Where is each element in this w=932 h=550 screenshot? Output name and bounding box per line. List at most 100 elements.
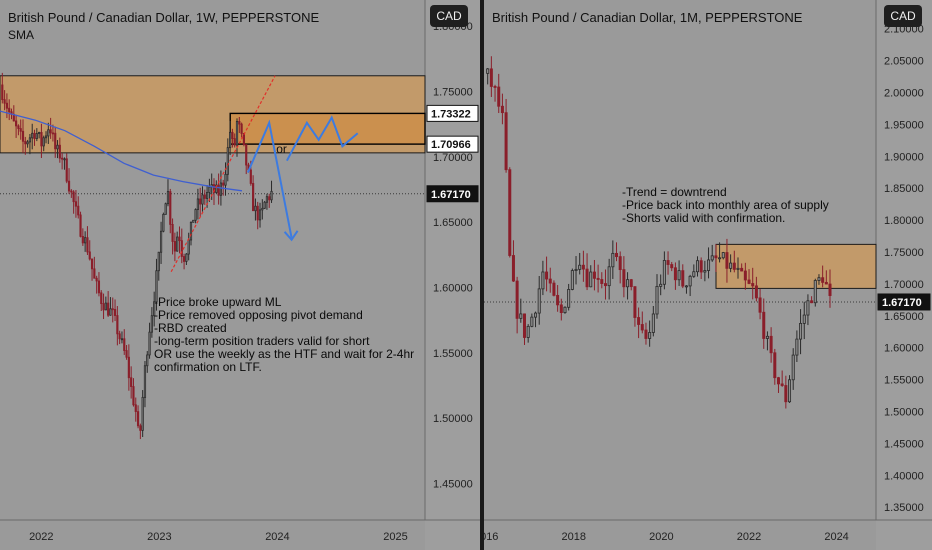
- candle-body: [740, 267, 744, 272]
- candle-body: [648, 332, 652, 339]
- candle-body: [729, 262, 733, 269]
- candle-body: [707, 259, 711, 271]
- candle-body: [508, 169, 512, 256]
- candle-body: [1, 84, 4, 101]
- candle-body: [780, 383, 784, 386]
- candle-body: [802, 314, 806, 324]
- candle-body: [194, 209, 197, 221]
- y-tick-label: 1.45000: [884, 438, 924, 450]
- candle-body: [567, 289, 571, 308]
- candle-body: [157, 251, 160, 272]
- candle-body: [493, 86, 497, 88]
- candle-body: [821, 277, 825, 283]
- inner-supply-zone: [229, 112, 426, 145]
- candle-body: [692, 271, 696, 277]
- candle-body: [67, 180, 71, 192]
- candle-body: [615, 252, 619, 258]
- candle-body: [28, 137, 32, 143]
- candle-body: [714, 255, 718, 259]
- candle-body: [33, 132, 36, 139]
- candle-body: [203, 194, 206, 199]
- y-tick-label: 1.65000: [433, 217, 473, 229]
- candle-body: [139, 425, 142, 431]
- candle-body: [169, 191, 172, 225]
- candle-body: [21, 130, 25, 142]
- candle-body: [626, 279, 630, 288]
- candle-body: [141, 396, 144, 431]
- candle-body: [24, 140, 27, 145]
- weekly-chart-pane[interactable]: or 1.80000 1.75000 1.70000 1.65000 1.60000 1.5…: [0, 0, 480, 550]
- weekly-currency-button[interactable]: CAD: [430, 5, 468, 27]
- candle-body: [721, 252, 725, 259]
- candle-body: [171, 224, 174, 242]
- candle-body: [644, 329, 648, 339]
- monthly-currency-button[interactable]: CAD: [884, 5, 922, 27]
- candle-body: [132, 386, 135, 406]
- alternate-projection-path: [286, 115, 359, 162]
- candle-body: [743, 270, 747, 281]
- candle-body: [95, 277, 98, 282]
- candle-body: [219, 182, 222, 196]
- candle-body: [182, 256, 186, 262]
- x-tick-label: 2025: [383, 531, 407, 543]
- candle-body: [26, 141, 29, 145]
- y-tick-label: 1.75000: [884, 247, 924, 259]
- price-label-box: [426, 135, 479, 153]
- price-axis: [876, 0, 932, 550]
- candle-body: [127, 356, 130, 379]
- candle-body: [684, 285, 688, 288]
- candle-body: [229, 131, 232, 149]
- candle-body: [150, 315, 153, 333]
- monthly-chart-canvas[interactable]: 2.100002.050002.000001.950001.900001.850…: [484, 0, 932, 550]
- candle-body: [519, 313, 523, 319]
- candle-body: [747, 279, 751, 284]
- candle-body: [596, 277, 600, 280]
- candle-body: [270, 190, 273, 201]
- candle-body: [489, 68, 493, 87]
- candle-body: [199, 198, 202, 205]
- sma-indicator-label[interactable]: SMA: [8, 28, 35, 42]
- candle-body: [111, 308, 114, 311]
- monthly-chart-pane[interactable]: 2.10000 2.05000 2.00000 1.95000 1.90000 1.850…: [484, 0, 932, 550]
- candle-body: [146, 354, 149, 367]
- candle-body: [61, 157, 64, 160]
- y-tick-label: 1.80000: [884, 215, 924, 227]
- candle-body: [732, 262, 736, 270]
- candle-body: [268, 196, 271, 201]
- weekly-chart-canvas[interactable]: or1.800001.750001.700001.650001.600001.5…: [0, 0, 480, 550]
- candle-body: [109, 308, 112, 316]
- x-tick-label: 2023: [147, 531, 171, 543]
- candle-body: [497, 86, 501, 107]
- candle-body: [15, 120, 18, 127]
- candle-body: [217, 184, 220, 196]
- monthly-annotation-line: -Trend = downtrend: [622, 185, 727, 199]
- pane-divider[interactable]: [480, 0, 484, 550]
- candle-body: [224, 173, 227, 186]
- candle-body: [208, 186, 211, 193]
- candle-body: [173, 241, 176, 252]
- price-axis: [425, 0, 480, 550]
- candle-body: [164, 203, 167, 215]
- candle-body: [762, 311, 766, 339]
- candle-body: [788, 379, 792, 403]
- y-tick-label: 2.00000: [884, 88, 924, 100]
- x-tick-label: 2016: [484, 531, 498, 543]
- y-tick-label: 2.05000: [884, 56, 924, 68]
- candle-body: [245, 144, 248, 166]
- candle-body: [3, 99, 6, 104]
- upward-trendline: [170, 75, 276, 273]
- candle-body: [162, 213, 165, 232]
- weekly-annotation-line: OR use the weekly as the HTF and wait fo…: [154, 347, 415, 361]
- candle-body: [659, 283, 663, 287]
- candle-body: [5, 102, 8, 109]
- candle-body: [148, 331, 151, 356]
- candle-body: [486, 68, 490, 74]
- candle-body: [552, 282, 556, 296]
- candle-body: [574, 268, 578, 271]
- candle-body: [695, 260, 700, 273]
- candle-body: [84, 237, 87, 244]
- candle-body: [123, 338, 126, 351]
- candle-body: [824, 281, 828, 285]
- price-label-box: [426, 185, 479, 203]
- candle-body: [806, 300, 810, 316]
